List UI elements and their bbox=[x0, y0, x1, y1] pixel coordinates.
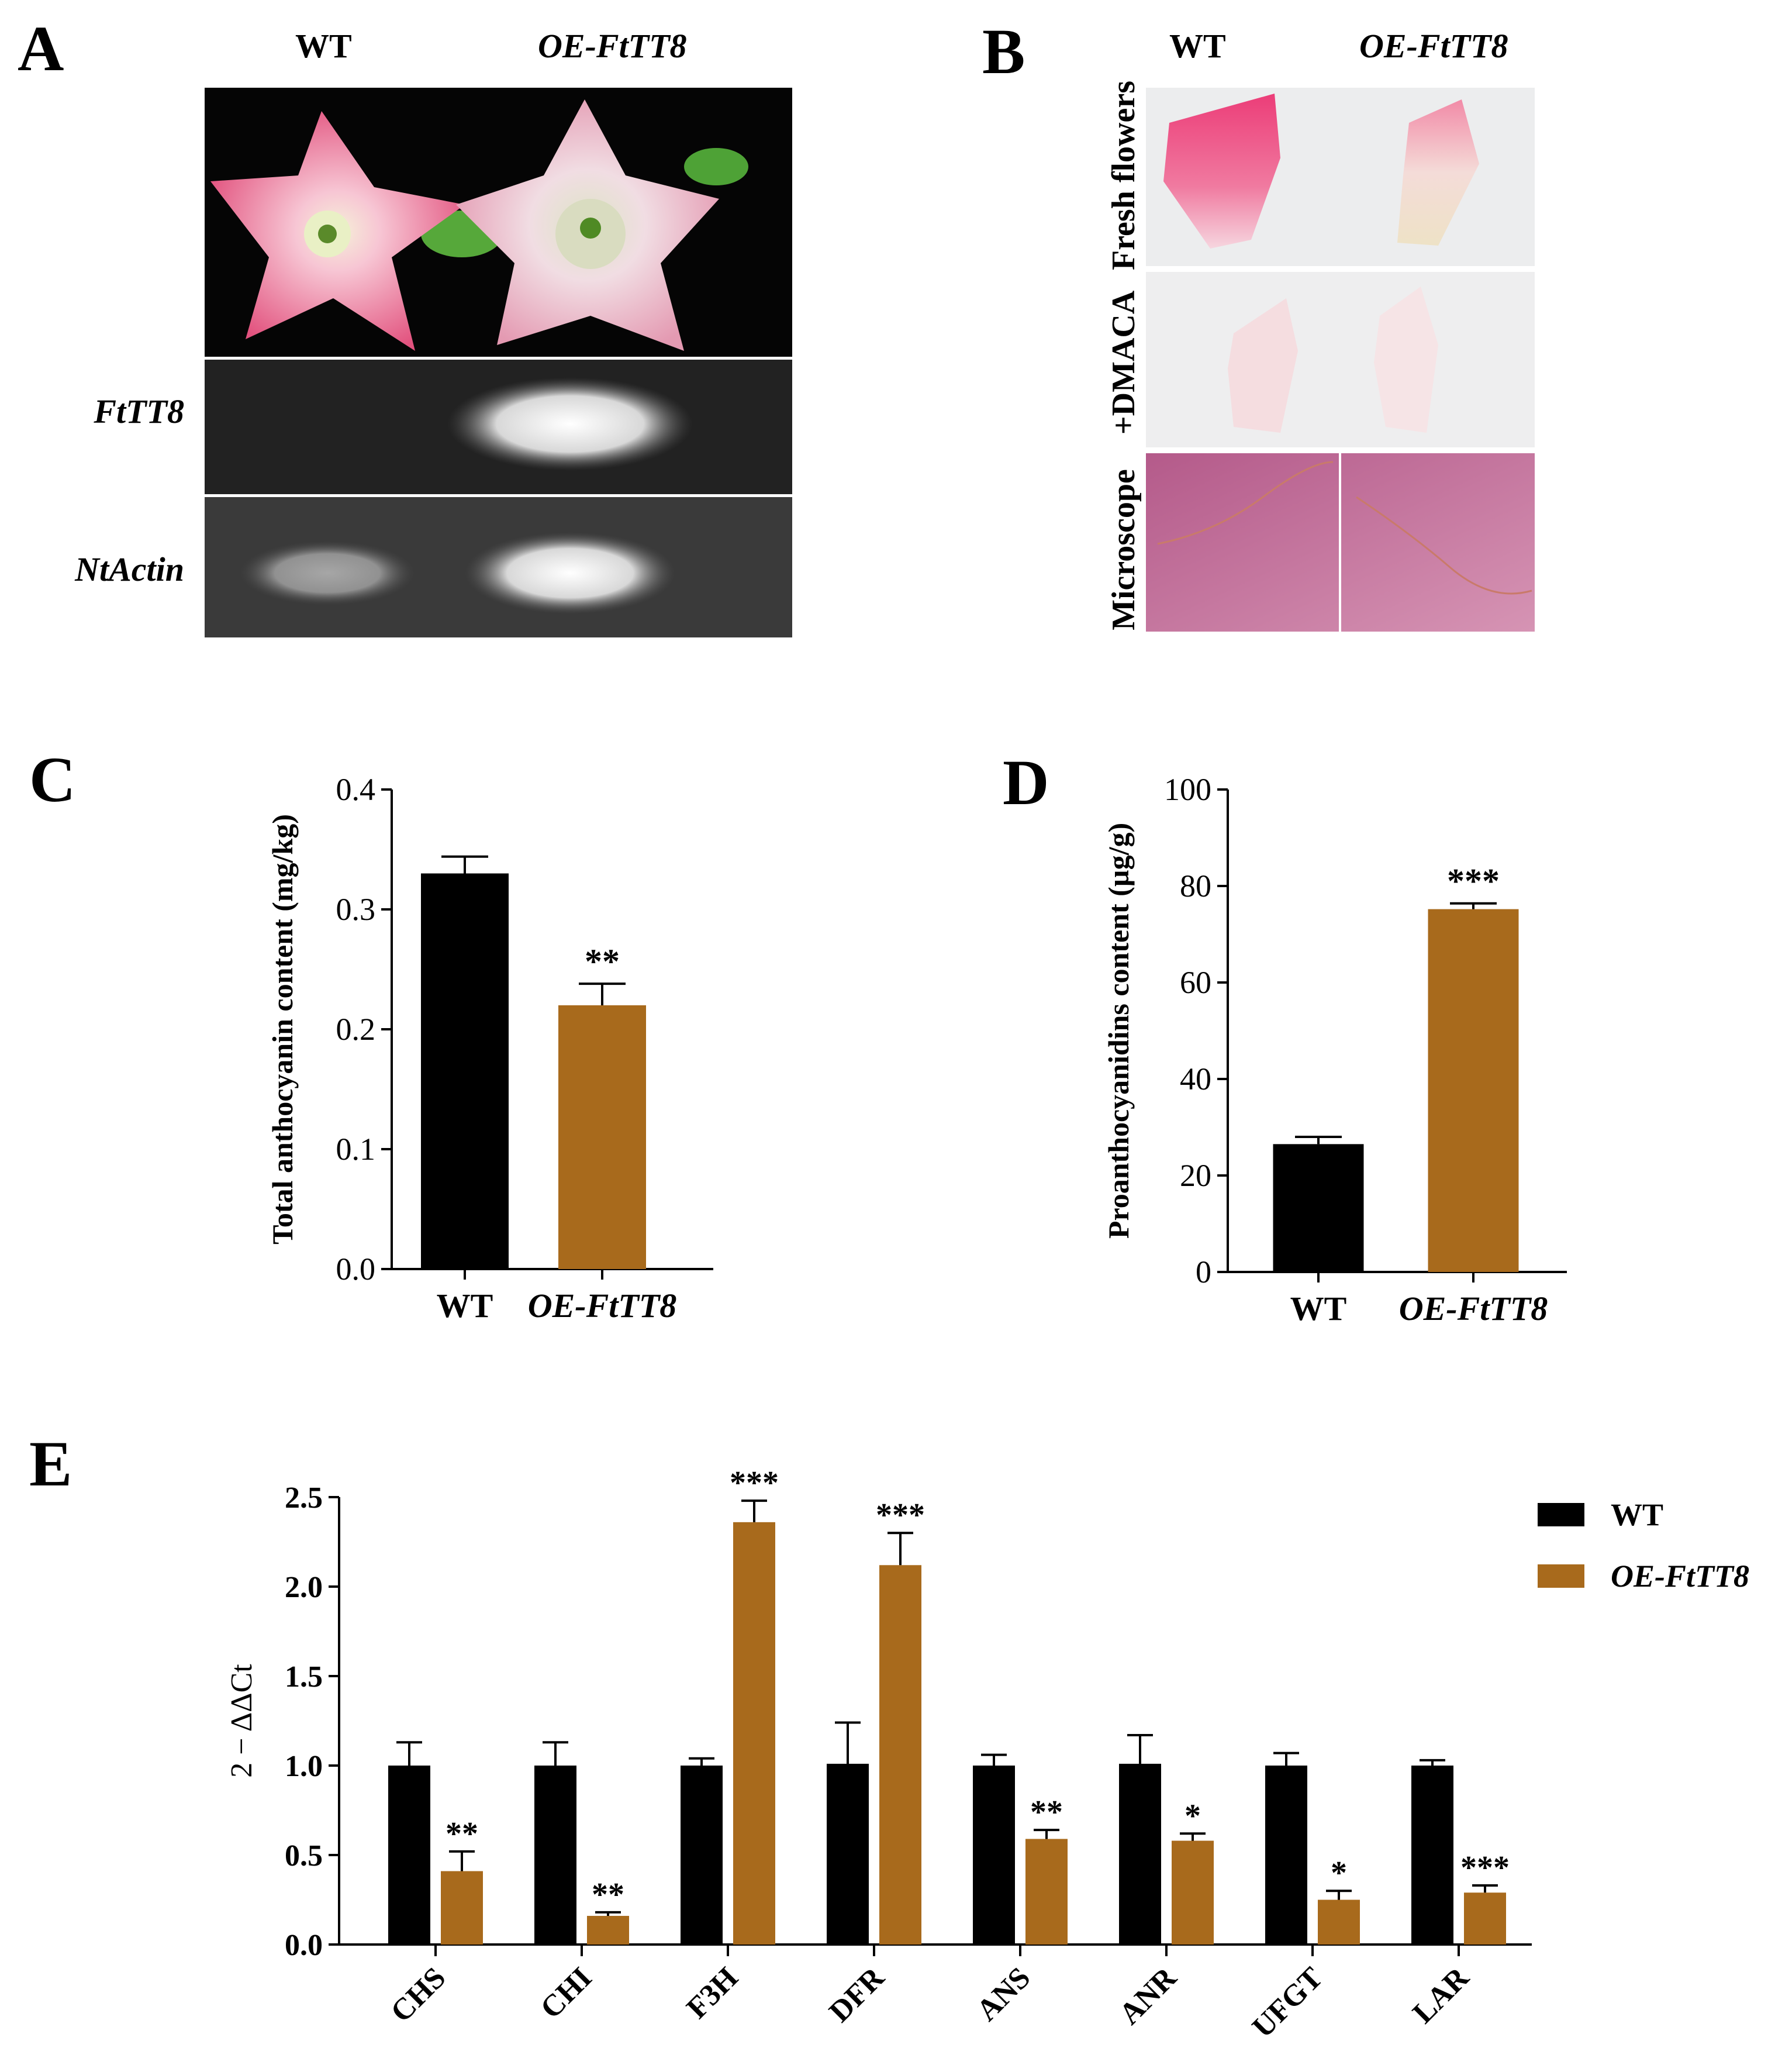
y-tick-label: 1.5 bbox=[285, 1660, 323, 1694]
y-tick-label: 0 bbox=[1196, 1254, 1211, 1290]
x-tick-label: OE-FtTT8 bbox=[1399, 1290, 1548, 1328]
significance-mark: *** bbox=[876, 1497, 925, 1533]
significance-mark: ** bbox=[1030, 1794, 1063, 1830]
gel-fttt8-band-oe bbox=[447, 377, 693, 471]
panel-a-letter: A bbox=[18, 13, 64, 84]
panel-a-header-oe: OE-FtTT8 bbox=[538, 27, 687, 65]
panel-a-image bbox=[205, 88, 792, 637]
panel-b-image bbox=[1146, 88, 1535, 632]
x-tick-label: WT bbox=[1290, 1290, 1347, 1328]
bar-wt bbox=[827, 1763, 869, 1945]
fresh-petal-oe bbox=[1397, 99, 1479, 246]
dmaca-photo bbox=[1146, 272, 1535, 447]
significance-mark: *** bbox=[1460, 1850, 1510, 1886]
dmaca-petal-wt bbox=[1228, 298, 1298, 433]
y-tick-label: 0.1 bbox=[336, 1132, 376, 1167]
significance-mark: * bbox=[1331, 1855, 1347, 1891]
oe-bud bbox=[684, 148, 748, 185]
bar-oe bbox=[733, 1522, 775, 1945]
fresh-petal-wt bbox=[1163, 94, 1280, 249]
x-tick-label: LAR bbox=[1407, 1960, 1476, 2030]
significance-mark: *** bbox=[730, 1465, 779, 1501]
y-tick-label: 0.0 bbox=[285, 1929, 323, 1962]
panel-c-letter: C bbox=[29, 744, 76, 815]
y-axis-label: 2 − ΔΔCt bbox=[225, 1664, 258, 1778]
y-tick-label: 2.0 bbox=[285, 1571, 323, 1604]
y-tick-label: 1.0 bbox=[285, 1750, 323, 1783]
panel-b-header-oe: OE-FtTT8 bbox=[1359, 27, 1508, 65]
bar-oe bbox=[1172, 1840, 1214, 1945]
row-label-microscope: Microscope bbox=[1106, 469, 1142, 630]
x-tick-label: WT bbox=[437, 1287, 493, 1325]
chart-e: 0.00.51.01.52.02.52 − ΔΔCt**CHS**CHI***F… bbox=[225, 1465, 1749, 2045]
y-tick-label: 0.3 bbox=[336, 892, 376, 927]
bar-oe bbox=[1464, 1892, 1506, 1945]
gel-ntactin-band-oe bbox=[465, 532, 675, 614]
bar-oe bbox=[558, 1005, 646, 1269]
gel-label-fttt8: FtTT8 bbox=[94, 392, 184, 430]
significance-mark: * bbox=[1185, 1798, 1201, 1834]
bar-wt bbox=[1273, 1144, 1364, 1272]
y-tick-label: 0.2 bbox=[336, 1012, 376, 1047]
x-tick-label: ANR bbox=[1113, 1960, 1184, 2031]
y-tick-label: 0.0 bbox=[336, 1252, 376, 1287]
bar-oe bbox=[1428, 909, 1519, 1272]
y-tick-label: 60 bbox=[1180, 965, 1211, 1000]
panel-b-header-wt: WT bbox=[1169, 27, 1226, 65]
gel-ntactin-band-wt bbox=[240, 541, 415, 605]
y-tick-label: 100 bbox=[1164, 772, 1211, 807]
bar-wt bbox=[421, 873, 509, 1269]
bar-wt bbox=[534, 1766, 576, 1945]
significance-mark: ** bbox=[592, 1877, 624, 1913]
chart-d: 0 20 40 60 80 100 Proanthocyanidins content (µ… bbox=[1102, 772, 1567, 1328]
y-tick-label: 2.5 bbox=[285, 1481, 323, 1515]
x-tick-label: F3H bbox=[681, 1961, 745, 2025]
legend-label: OE-FtTT8 bbox=[1611, 1559, 1749, 1594]
bar-wt bbox=[681, 1766, 723, 1945]
significance-mark: ** bbox=[446, 1816, 478, 1852]
x-tick-label: CHS bbox=[385, 1961, 453, 2029]
bar-wt bbox=[973, 1766, 1015, 1945]
x-tick-label: DFR bbox=[823, 1960, 892, 2029]
bar-wt bbox=[1119, 1763, 1161, 1945]
bar-oe bbox=[1025, 1839, 1068, 1945]
x-tick-label: OE-FtTT8 bbox=[528, 1287, 677, 1325]
panel-b-letter: B bbox=[982, 16, 1025, 87]
y-axis-label: Proanthocyanidins content (µg/g) bbox=[1102, 823, 1135, 1239]
legend-label: WT bbox=[1611, 1497, 1663, 1532]
panel-d-letter: D bbox=[1003, 747, 1049, 818]
bar-wt bbox=[388, 1766, 430, 1945]
legend-swatch-wt bbox=[1538, 1503, 1584, 1526]
bar-wt bbox=[1265, 1766, 1307, 1945]
gel-label-ntactin: NtActin bbox=[75, 550, 184, 588]
y-tick-label: 80 bbox=[1180, 868, 1211, 904]
panel-a-header-wt: WT bbox=[295, 27, 352, 65]
bar-oe bbox=[441, 1871, 483, 1945]
y-axis-label: Total anthocyanin content (mg/kg) bbox=[266, 814, 299, 1244]
x-tick-label: CHI bbox=[534, 1961, 599, 2025]
dmaca-petal-oe bbox=[1374, 287, 1438, 433]
y-tick-label: 40 bbox=[1180, 1061, 1211, 1097]
significance-mark: *** bbox=[1447, 862, 1500, 901]
panel-e-letter: E bbox=[29, 1428, 72, 1499]
significance-mark: ** bbox=[585, 942, 620, 981]
y-tick-label: 0.4 bbox=[336, 772, 376, 807]
bar-wt bbox=[1411, 1766, 1453, 1945]
y-tick-label: 0.5 bbox=[285, 1839, 323, 1873]
legend-swatch-oe bbox=[1538, 1564, 1584, 1588]
bar-oe bbox=[1318, 1899, 1360, 1945]
y-tick-label: 20 bbox=[1180, 1158, 1211, 1193]
bar-oe bbox=[587, 1916, 629, 1945]
x-tick-label: ANS bbox=[971, 1961, 1037, 2028]
bar-oe bbox=[879, 1565, 921, 1945]
chart-c: 0.0 0.1 0.2 0.3 0.4 Total anthocyanin content… bbox=[266, 772, 713, 1325]
x-tick-label: UFGT bbox=[1246, 1961, 1329, 2044]
